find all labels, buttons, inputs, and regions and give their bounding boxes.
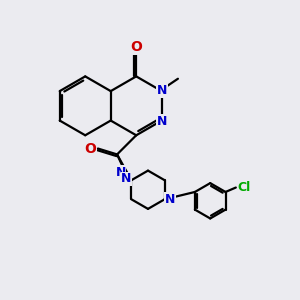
- Text: N: N: [165, 193, 175, 206]
- Text: N: N: [157, 115, 167, 128]
- Text: O: O: [85, 142, 97, 155]
- Text: N: N: [116, 166, 126, 178]
- Text: N: N: [157, 84, 167, 97]
- Text: O: O: [130, 40, 142, 54]
- Text: N: N: [121, 172, 132, 185]
- Text: Cl: Cl: [237, 181, 250, 194]
